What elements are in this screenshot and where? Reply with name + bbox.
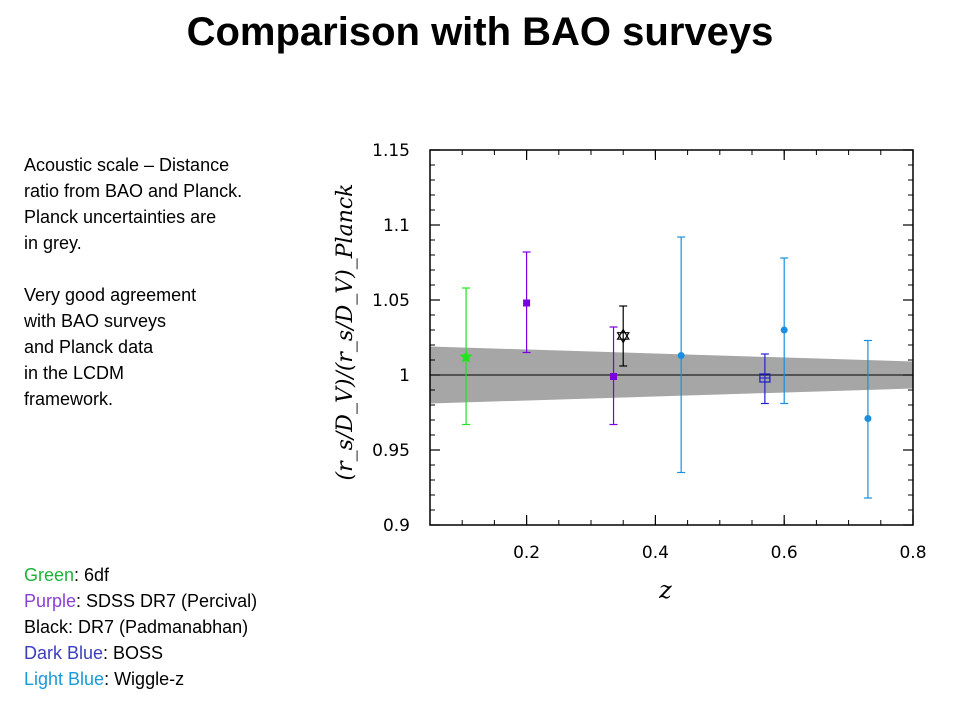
data-series-layer	[459, 236, 872, 499]
data-point-circle	[864, 415, 872, 422]
data-point-hexagram-down	[616, 332, 630, 344]
data-point-square	[610, 373, 618, 380]
legend-color-label: Black	[24, 617, 69, 637]
y-tick-label: 1.05	[372, 291, 410, 311]
legend-text: : SDSS DR7 (Percival)	[76, 591, 258, 611]
description-paragraph-2: Very good agreement with BAO surveys and…	[24, 285, 197, 409]
description-paragraph-1: Acoustic scale – Distance ratio from BAO…	[24, 155, 243, 253]
legend-text: : DR7 (Padmanabhan)	[68, 617, 249, 637]
series-boss	[759, 353, 771, 405]
data-point-square	[523, 299, 531, 307]
x-tick-label: 0.6	[771, 543, 798, 563]
slide-title: Comparison with BAO surveys	[186, 10, 774, 54]
legend-color-label: Purple	[24, 591, 77, 611]
series-sdss-dr7-percival	[522, 251, 618, 426]
series-6df	[459, 287, 473, 426]
legend-item-boss: Dark Blue: BOSS	[24, 640, 364, 666]
x-tick-label: 0.2	[513, 543, 540, 563]
y-tick-label: 1.1	[383, 216, 410, 236]
legend-item-dr7-padmanabhan: Black: DR7 (Padmanabhan)	[24, 614, 364, 640]
y-tick-label: 0.9	[383, 516, 410, 536]
legend-item-6df: Green: 6df	[24, 562, 364, 588]
legend-color-label: Dark Blue	[24, 643, 104, 663]
series-dr7-padmanabhan	[616, 305, 630, 367]
legend-item-sdss-dr7-percival: Purple: SDSS DR7 (Percival)	[24, 588, 364, 614]
description-block: Acoustic scale – Distance ratio from BAO…	[24, 152, 334, 412]
x-axis-label: z	[658, 576, 672, 604]
legend-item-wiggle-z: Light Blue: Wiggle-z	[24, 666, 364, 692]
data-point-hexagram-up	[616, 328, 630, 340]
legend-text: : 6df	[74, 565, 110, 585]
y-tick-label: 0.95	[372, 441, 410, 461]
plot-frame	[429, 149, 914, 526]
data-point-circle	[677, 352, 685, 359]
x-tick-label: 0.8	[899, 543, 926, 563]
y-tick-label: 1	[399, 366, 410, 386]
survey-legend: Green: 6df Purple: SDSS DR7 (Percival) B…	[24, 562, 364, 692]
tick-label-layer: 0.9 0.95 1 1.05 1.1 1.15 0.2 0.4 0.6 0.8 z (r_s/D_V…	[333, 141, 927, 604]
legend-color-label: Green	[24, 565, 75, 585]
legend-color-label: Light Blue	[24, 669, 105, 689]
legend-text: : BOSS	[103, 643, 164, 663]
series-wiggle-z	[677, 236, 872, 499]
x-tick-label: 0.4	[642, 543, 669, 563]
plot-frame-layer	[429, 149, 914, 526]
y-tick-label: 1.15	[372, 141, 410, 161]
y-axis-label-group: (r_s/D_V)/(r_s/D_V)_Planck	[333, 183, 358, 480]
data-point-star	[459, 350, 473, 363]
data-point-circle	[780, 326, 788, 334]
y-axis-label: (r_s/D_V)/(r_s/D_V)_Planck	[333, 183, 358, 480]
legend-text: : Wiggle-z	[104, 669, 185, 689]
